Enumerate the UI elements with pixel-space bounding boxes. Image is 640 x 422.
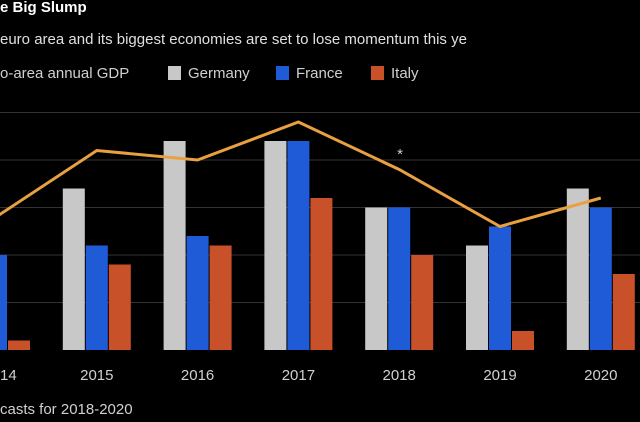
bar <box>411 255 434 350</box>
bar <box>589 207 612 350</box>
bar <box>287 141 310 350</box>
x-tick-label: 2019 <box>483 367 516 384</box>
x-tick-label: 2020 <box>584 367 617 384</box>
bar <box>62 188 85 350</box>
x-tick-label: 2016 <box>181 367 214 384</box>
x-tick-label: 14 <box>0 367 17 384</box>
annotation: * <box>397 146 403 163</box>
legend-label: o-area annual GDP <box>0 65 129 82</box>
legend-label: Italy <box>391 65 419 82</box>
bar <box>163 141 186 350</box>
bar <box>512 331 534 350</box>
legend-swatch <box>371 66 384 80</box>
bar <box>388 207 411 350</box>
x-tick-label: 2017 <box>282 367 315 384</box>
bar <box>209 245 232 350</box>
bar <box>8 340 30 350</box>
bar <box>85 245 108 350</box>
x-tick-label: 2018 <box>383 367 416 384</box>
legend-label: Germany <box>188 65 250 82</box>
x-tick-label: 2015 <box>80 367 113 384</box>
legend-label: France <box>296 65 343 82</box>
bar <box>108 264 131 350</box>
bar <box>566 188 589 350</box>
bar <box>489 226 511 350</box>
bar <box>365 207 388 350</box>
bar <box>0 255 7 350</box>
legend-swatch <box>276 66 289 80</box>
bar <box>264 141 287 350</box>
bar <box>186 236 209 350</box>
legend-swatch <box>168 66 181 80</box>
footnote: casts for 2018-2020 <box>0 401 133 418</box>
bar <box>310 198 333 350</box>
bar <box>466 245 488 350</box>
line <box>0 120 602 229</box>
chart-title: e Big Slump <box>0 0 87 16</box>
bar <box>612 274 635 350</box>
chart-subtitle: euro area and its biggest economies are … <box>0 31 467 48</box>
